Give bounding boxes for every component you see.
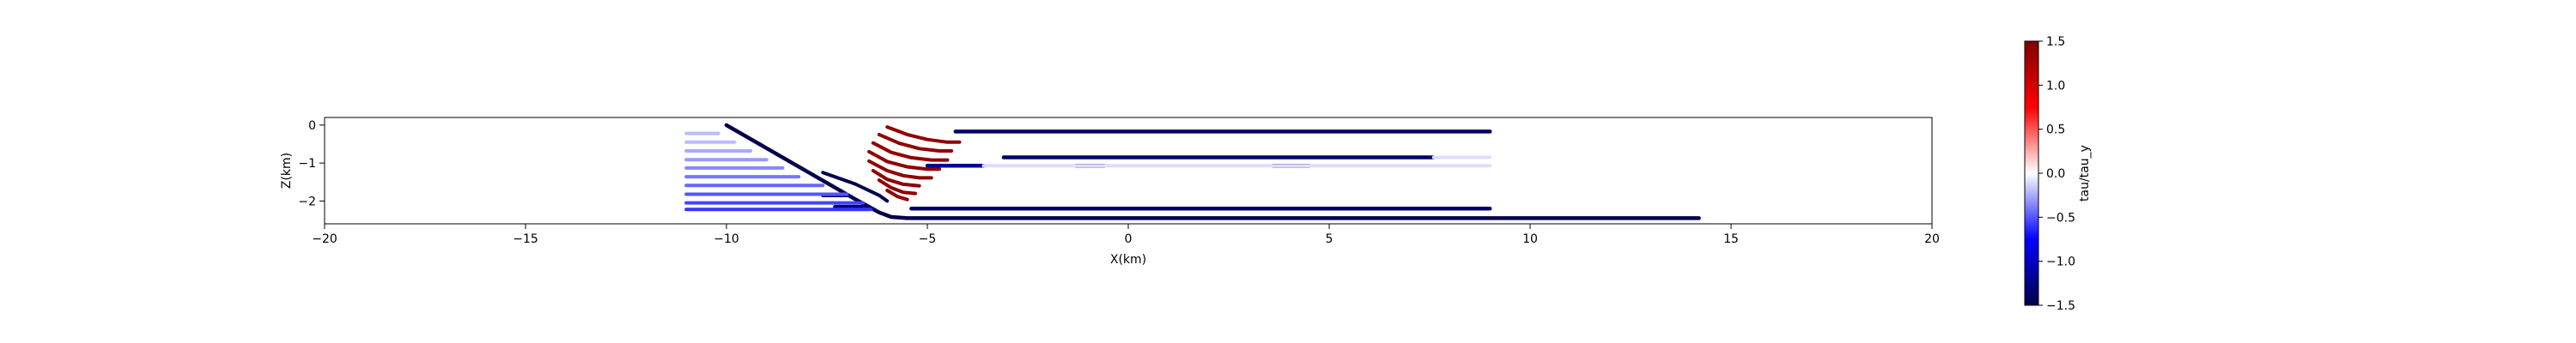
- series-layer: [684, 123, 1701, 220]
- y-tick-label: −1: [298, 157, 316, 171]
- colorbar-tick-label: −0.5: [2046, 211, 2075, 225]
- colorbar-tick-label: 0.0: [2046, 167, 2065, 181]
- x-tick-label: −5: [919, 232, 937, 246]
- series-arc: [871, 169, 921, 188]
- colorbar-tick-label: 1.0: [2046, 79, 2065, 93]
- x-axis-ticks: −20 −15 −10 −5 0 5 10 15 20: [312, 224, 1940, 246]
- y-tick-label: −2: [298, 195, 316, 208]
- x-tick-label: −10: [714, 232, 739, 246]
- y-axis-ticks: 0 −1 −2: [298, 119, 325, 208]
- series-main-fault: [724, 123, 1701, 220]
- colorbar-gradient: [2024, 40, 2039, 306]
- y-tick-label: 0: [308, 119, 316, 133]
- colorbar-tick-label: 0.5: [2046, 123, 2065, 137]
- x-tick-label: 10: [1522, 232, 1538, 246]
- colorbar-tick-label: 1.5: [2046, 35, 2065, 49]
- x-tick-label: 15: [1723, 232, 1739, 246]
- x-tick-label: 5: [1326, 232, 1334, 246]
- series-arc: [885, 189, 909, 202]
- series-arc: [877, 178, 917, 196]
- x-tick-label: 0: [1125, 232, 1133, 246]
- series-arc: [877, 132, 954, 153]
- x-tick-label: −15: [513, 232, 538, 246]
- colorbar-tick-label: −1.0: [2046, 256, 2075, 269]
- plot-area: [324, 117, 1933, 225]
- series-arc: [867, 159, 933, 180]
- colorbar: 1.5 1.0 0.5 0.0 −0.5 −1.0 −1.5 tau/tau_y: [2024, 35, 2092, 313]
- colorbar-ticks: 1.5 1.0 0.5 0.0 −0.5 −1.0 −1.5: [2038, 35, 2075, 313]
- y-axis-label: Z(km): [280, 153, 294, 189]
- colorbar-label: tau/tau_y: [2078, 145, 2092, 202]
- plot-frame: [324, 117, 1933, 225]
- series-arc: [871, 141, 950, 162]
- series-arc: [867, 149, 941, 172]
- x-tick-label: 20: [1924, 232, 1940, 246]
- colorbar-tick-label: −1.5: [2046, 299, 2075, 313]
- series-arc: [885, 125, 962, 144]
- series-splay-upper: [821, 171, 890, 203]
- x-tick-label: −20: [312, 232, 337, 246]
- x-axis-label: X(km): [1110, 253, 1146, 267]
